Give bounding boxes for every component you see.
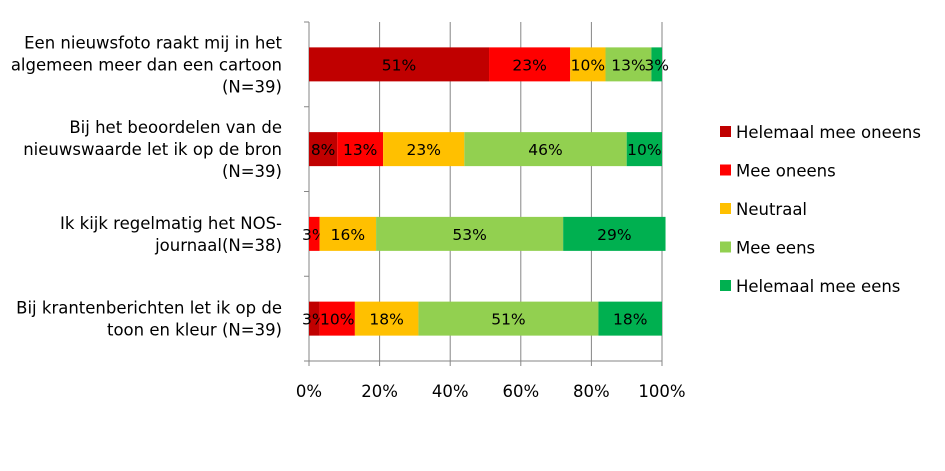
category-label: algemeen meer dan een cartoon — [11, 55, 282, 74]
data-label: 51% — [491, 311, 525, 329]
bar-segment — [605, 47, 652, 82]
data-label: 18% — [369, 311, 403, 329]
category-label: Bij het beoordelen van de — [69, 118, 282, 137]
data-label: 23% — [406, 141, 440, 159]
bar-segment — [309, 216, 320, 251]
data-label: 18% — [613, 311, 647, 329]
bar-segment — [309, 301, 320, 336]
category-label: (N=39) — [222, 77, 282, 96]
bar-segment — [651, 47, 662, 82]
category-label: journaal(N=38) — [154, 236, 282, 255]
data-label: 8% — [311, 141, 336, 159]
bar-segment — [309, 47, 490, 82]
bar-segment — [626, 132, 662, 167]
legend-swatch — [720, 203, 731, 214]
legend-swatch — [720, 241, 731, 253]
category-label: Een nieuwsfoto raakt mij in het — [24, 33, 282, 52]
legend-label: Helemaal mee oneens — [736, 123, 921, 142]
data-label: 46% — [528, 141, 562, 159]
x-tick-label: 100% — [638, 382, 685, 401]
bar-segment — [354, 301, 419, 336]
legend-swatch — [720, 280, 731, 291]
bar-segment — [319, 216, 377, 251]
data-label: 13% — [611, 56, 645, 74]
data-label: 10% — [627, 141, 661, 159]
data-label: 53% — [452, 226, 486, 244]
bar-segment — [309, 132, 338, 167]
bar-segment — [337, 132, 384, 167]
category-label: Ik kijk regelmatig het NOS- — [60, 214, 282, 233]
x-tick-label: 60% — [502, 382, 539, 401]
legend-label: Helemaal mee eens — [736, 277, 900, 296]
category-label: nieuwswaarde let ik op de bron — [23, 140, 282, 159]
bar-segment — [570, 47, 606, 82]
data-label: 10% — [571, 56, 605, 74]
data-label: 3% — [644, 56, 669, 74]
category-label: (N=39) — [222, 162, 282, 181]
bar-segment — [376, 216, 564, 251]
x-tick-label: 0% — [296, 382, 322, 401]
category-label: Bij krantenberichten let ik op de — [16, 299, 282, 318]
bar-segment — [383, 132, 465, 167]
bar-segment — [598, 301, 662, 336]
legend-label: Mee oneens — [736, 162, 836, 181]
data-label: 51% — [382, 56, 416, 74]
category-label: toon en kleur (N=39) — [107, 321, 282, 340]
legend-swatch — [720, 126, 731, 137]
bar-segment — [489, 47, 571, 82]
data-label: 16% — [331, 226, 365, 244]
bar-segment — [319, 301, 355, 336]
x-tick-label: 80% — [573, 382, 610, 401]
data-label: 10% — [320, 311, 354, 329]
bar-segment — [418, 301, 599, 336]
bar-segment — [563, 216, 666, 251]
x-tick-label: 40% — [432, 382, 469, 401]
data-label: 13% — [343, 141, 377, 159]
legend-swatch — [720, 164, 731, 176]
x-tick-label: 20% — [361, 382, 398, 401]
data-label: 23% — [512, 56, 546, 74]
legend-label: Neutraal — [736, 200, 807, 219]
data-label: 29% — [597, 226, 631, 244]
bar-segment — [464, 132, 627, 167]
legend-label: Mee eens — [736, 239, 815, 258]
